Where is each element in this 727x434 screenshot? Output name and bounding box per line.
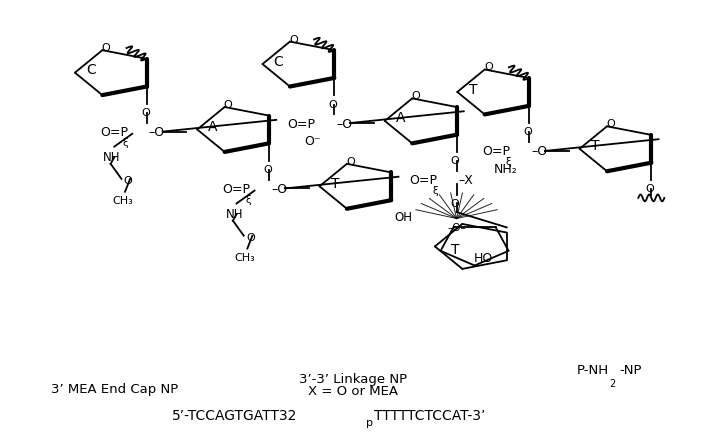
Text: 2: 2 (609, 378, 616, 388)
Text: 3’ MEA End Cap NP: 3’ MEA End Cap NP (51, 382, 178, 395)
Text: P-NH: P-NH (577, 363, 608, 376)
Text: OH: OH (395, 210, 413, 223)
Text: O: O (451, 198, 459, 208)
Text: O: O (451, 156, 459, 166)
Text: O=P: O=P (287, 117, 316, 130)
Text: O: O (102, 43, 111, 53)
Text: CH₃: CH₃ (235, 253, 256, 263)
Text: TTTTTCTCCAT-3’: TTTTTCTCCAT-3’ (374, 408, 486, 422)
Text: –O–: –O– (447, 223, 466, 233)
Text: HO: HO (474, 251, 493, 264)
Text: O: O (289, 34, 298, 44)
Text: O: O (484, 62, 493, 72)
Text: T: T (591, 139, 600, 153)
Text: O: O (263, 164, 272, 174)
Text: C: C (273, 55, 284, 69)
Text: O: O (124, 175, 132, 185)
Text: O=P: O=P (410, 174, 438, 187)
Text: T: T (331, 177, 340, 191)
Text: X = O or MEA: X = O or MEA (308, 384, 398, 397)
Text: -NP: -NP (619, 363, 641, 376)
Text: –O: –O (531, 145, 547, 158)
Text: O=P: O=P (222, 183, 250, 195)
Text: O: O (246, 232, 254, 242)
Text: O=P: O=P (482, 145, 510, 158)
Text: A: A (209, 120, 218, 134)
Text: ξ: ξ (433, 186, 438, 196)
Text: ξ: ξ (123, 138, 129, 148)
Text: NH₂: NH₂ (494, 162, 518, 175)
Text: NH: NH (103, 151, 121, 164)
Text: O: O (141, 108, 150, 118)
Text: O⁻: O⁻ (305, 135, 321, 148)
Text: NH: NH (225, 207, 243, 220)
Text: T: T (469, 82, 478, 96)
Text: C: C (86, 63, 96, 77)
Text: O: O (646, 184, 654, 194)
Text: 5’-TCCAGTGATT32: 5’-TCCAGTGATT32 (172, 408, 297, 422)
Text: 3’-3’ Linkage NP: 3’-3’ Linkage NP (299, 372, 406, 385)
Text: –X: –X (459, 174, 473, 187)
Text: O: O (411, 91, 420, 101)
Text: O: O (606, 119, 615, 129)
Text: T: T (451, 242, 459, 256)
Text: O=P: O=P (100, 126, 128, 139)
Text: A: A (396, 111, 406, 125)
Text: O: O (329, 99, 337, 109)
Text: –O: –O (149, 126, 165, 139)
Text: ξ: ξ (505, 157, 511, 167)
Text: CH₃: CH₃ (113, 196, 133, 206)
Text: –O: –O (271, 183, 287, 195)
Text: –O: –O (337, 117, 353, 130)
Text: O: O (523, 127, 532, 137)
Text: O: O (224, 100, 233, 110)
Text: ξ: ξ (245, 194, 251, 204)
Text: O: O (346, 157, 355, 166)
Text: p: p (366, 417, 373, 427)
